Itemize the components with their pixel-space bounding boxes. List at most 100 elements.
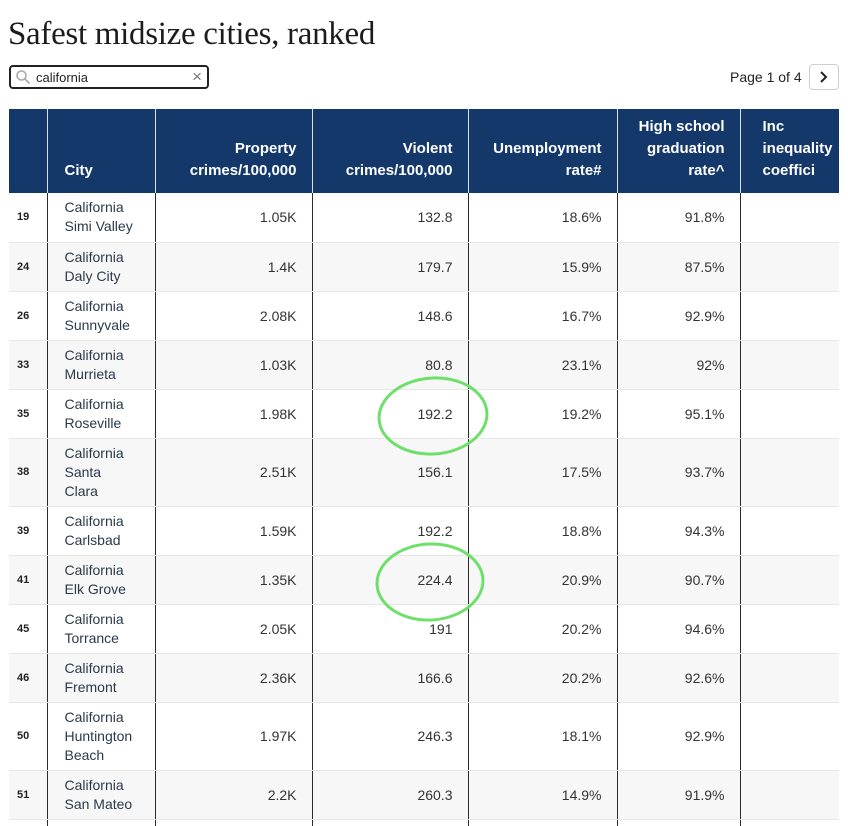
city-name: Fremont xyxy=(64,678,117,695)
inequality-cell xyxy=(739,604,839,654)
table-row: 46 California Fremont 2.36K 166.6 20.2% 92.6% xyxy=(9,653,839,703)
city-cell: California San Mateo xyxy=(46,770,155,820)
rank-cell: 33 xyxy=(9,340,47,390)
city-cell: California Torrance xyxy=(46,604,155,654)
state-name: California xyxy=(64,659,124,676)
unemployment-cell: 23.1% xyxy=(467,340,617,390)
column-header-label: crimes/100,000 xyxy=(189,162,297,179)
state-name: California xyxy=(64,395,124,412)
column-header-label: Violent xyxy=(402,140,453,157)
chevron-right-icon xyxy=(820,71,828,83)
state-name: California xyxy=(64,248,124,265)
city-cell: California Santa Clara xyxy=(46,438,155,507)
table-row: 41 California Elk Grove 1.35K 224.4 20.9% 90.7… xyxy=(9,555,839,605)
table-row: 50 California Huntington Beach 1.97K 246.3 18.… xyxy=(9,702,839,771)
column-header-graduation[interactable]: High school graduation rate^ xyxy=(616,109,740,193)
column-header-inequality[interactable]: Inc inequality coeffici xyxy=(739,109,839,193)
graduation-rate-cell: 92.6% xyxy=(616,653,740,703)
graduation-rate-cell: 92% xyxy=(616,340,740,390)
violent-crime-cell: 192.2 xyxy=(311,389,468,439)
property-crime-cell: 1.35K xyxy=(154,555,312,605)
table-row xyxy=(9,819,839,826)
table-body: 19 California Simi Valley 1.05K 132.8 18.6% 91… xyxy=(9,193,839,826)
property-crime-cell: 1.97K xyxy=(154,702,312,771)
inequality-cell xyxy=(739,438,839,507)
graduation-rate-cell: 93.7% xyxy=(616,438,740,507)
state-name: California xyxy=(64,776,124,793)
column-header-city[interactable]: City xyxy=(46,109,155,193)
city-name: Roseville xyxy=(64,414,122,431)
annotation-circle xyxy=(377,376,489,456)
rankings-table-container[interactable]: City Property crimes/100,000 Violent crimes/… xyxy=(9,109,839,826)
inequality-cell xyxy=(739,702,839,771)
search-box[interactable]: × xyxy=(9,65,209,89)
property-crime-cell: 2.08K xyxy=(154,291,312,341)
violent-crime-cell: 260.3 xyxy=(311,770,468,820)
column-header-label: rate^ xyxy=(688,162,725,179)
column-header-unemployment[interactable]: Unemployment rate# xyxy=(467,109,617,193)
column-header-property[interactable]: Property crimes/100,000 xyxy=(154,109,312,193)
city-cell: California Elk Grove xyxy=(46,555,155,605)
table-row: 51 California San Mateo 2.2K 260.3 14.9% 91.9% xyxy=(9,770,839,820)
inequality-cell xyxy=(739,291,839,341)
unemployment-cell: 20.9% xyxy=(467,555,617,605)
table-row: 33 California Murrieta 1.03K 80.8 23.1% 92% xyxy=(9,340,839,390)
violent-crime-cell: 80.8 xyxy=(311,340,468,390)
column-header-violent[interactable]: Violent crimes/100,000 xyxy=(311,109,468,193)
column-header-label: Property xyxy=(234,140,297,157)
table-row: 26 California Sunnyvale 2.08K 148.6 16.7% 92.9… xyxy=(9,291,839,341)
search-input[interactable] xyxy=(36,68,186,86)
violent-crime-cell: 191 xyxy=(311,604,468,654)
column-header-rank xyxy=(9,109,47,193)
property-crime-cell: 1.05K xyxy=(154,193,312,243)
rank-cell: 46 xyxy=(9,653,47,703)
city-name: Torrance xyxy=(64,629,119,646)
inequality-cell xyxy=(739,653,839,703)
violent-crime-cell: 246.3 xyxy=(311,702,468,771)
graduation-rate-cell: 95.1% xyxy=(616,389,740,439)
table-row: 45 California Torrance 2.05K 191 20.2% 94.6% xyxy=(9,604,839,654)
city-name: Santa xyxy=(64,463,102,480)
violent-crime-cell: 166.6 xyxy=(311,653,468,703)
rank-cell: 38 xyxy=(9,438,47,507)
city-name: Murrieta xyxy=(64,365,116,382)
city-name: Clara xyxy=(64,482,98,499)
state-name: California xyxy=(64,444,124,461)
table-row: 39 California Carlsbad 1.59K 192.2 18.8% 94.3% xyxy=(9,506,839,556)
city-name: Daly City xyxy=(64,267,121,284)
violent-crime-cell: 156.1 xyxy=(311,438,468,507)
graduation-rate-cell: 94.3% xyxy=(616,506,740,556)
state-name: California xyxy=(64,708,124,725)
rank-cell: 50 xyxy=(9,702,47,771)
city-cell xyxy=(46,819,155,826)
next-page-button[interactable] xyxy=(809,64,839,90)
property-crime-cell: 2.36K xyxy=(154,653,312,703)
rank-cell: 35 xyxy=(9,389,47,439)
city-cell: California Sunnyvale xyxy=(46,291,155,341)
unemployment-cell: 18.8% xyxy=(467,506,617,556)
property-crime-cell: 1.03K xyxy=(154,340,312,390)
annotation-circle xyxy=(375,542,485,622)
table-row: 19 California Simi Valley 1.05K 132.8 18.6% 91… xyxy=(9,193,839,243)
city-cell: California Carlsbad xyxy=(46,506,155,556)
inequality-cell xyxy=(739,555,839,605)
unemployment-cell: 20.2% xyxy=(467,604,617,654)
graduation-rate-cell: 87.5% xyxy=(616,242,740,292)
column-header-label: inequality xyxy=(762,140,833,157)
rank-cell: 41 xyxy=(9,555,47,605)
unemployment-cell: 18.1% xyxy=(467,702,617,771)
city-cell: California Fremont xyxy=(46,653,155,703)
violent-crime-cell: 132.8 xyxy=(311,193,468,243)
rank-cell: 51 xyxy=(9,770,47,820)
page-indicator: Page 1 of 4 xyxy=(730,69,802,85)
column-header-label: Unemployment xyxy=(493,140,602,157)
graduation-rate-cell xyxy=(616,819,740,826)
page-title: Safest midsize cities, ranked xyxy=(8,16,376,52)
unemployment-cell: 16.7% xyxy=(467,291,617,341)
property-crime-cell xyxy=(154,819,312,826)
property-crime-cell: 1.59K xyxy=(154,506,312,556)
clear-search-icon[interactable]: × xyxy=(192,67,202,86)
search-icon xyxy=(16,70,31,85)
city-name: Simi Valley xyxy=(64,218,133,235)
violent-crime-cell xyxy=(311,819,468,826)
